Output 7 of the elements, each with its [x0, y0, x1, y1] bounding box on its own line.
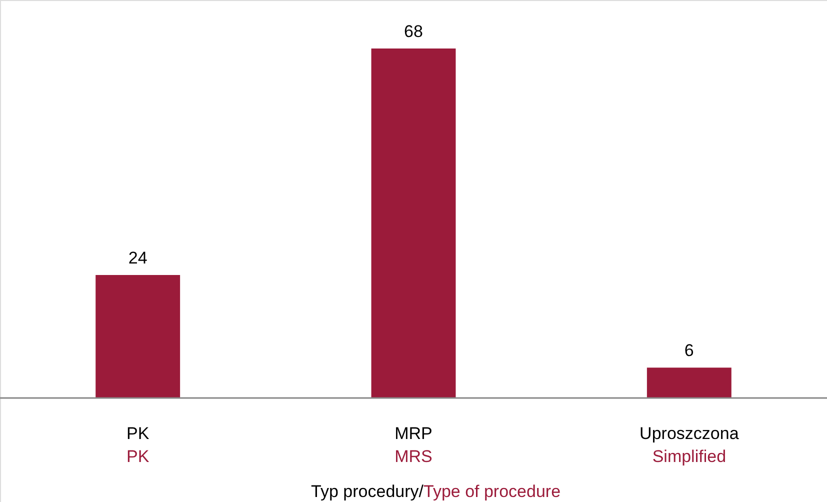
data-label: 24	[128, 248, 148, 268]
category-label: PK PK	[126, 424, 150, 466]
data-label: 6	[684, 341, 694, 360]
data-label: 68	[404, 22, 423, 41]
x-axis-title: Typ procedury/Type of procedure	[311, 482, 561, 501]
category-label: Uproszczona Simplified	[640, 424, 739, 466]
category-label: MRP MRS	[394, 424, 432, 466]
